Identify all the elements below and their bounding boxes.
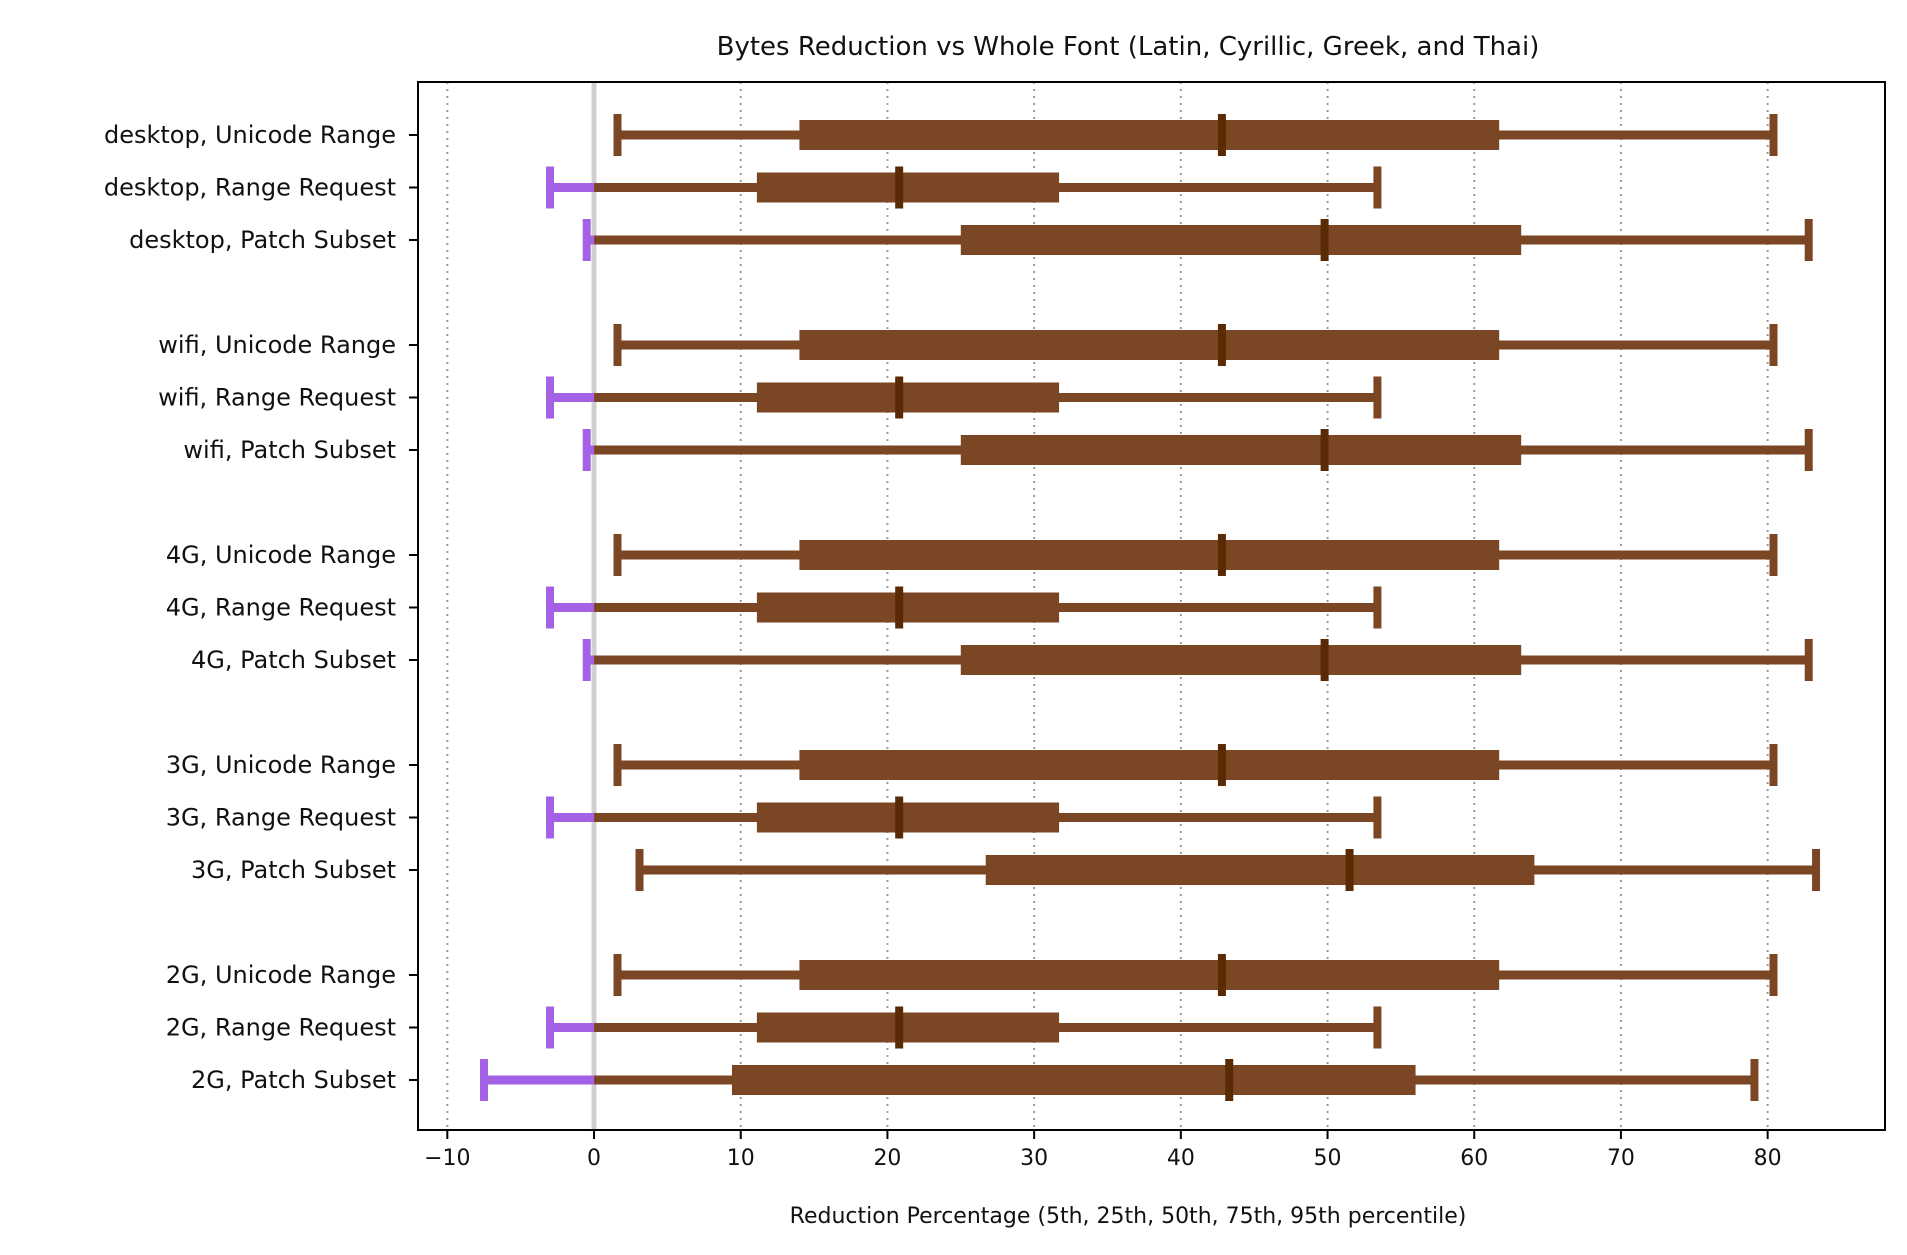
iqr-box [731, 1065, 1416, 1095]
plot-frame [417, 81, 1886, 1131]
y-tick-label: wifi, Range Request [158, 384, 396, 412]
iqr-box [756, 802, 1060, 833]
y-tick-label: desktop, Unicode Range [104, 121, 396, 149]
x-tick-label: 60 [1460, 1146, 1488, 1171]
x-tick-label: 70 [1607, 1146, 1635, 1171]
x-axis-label: Reduction Percentage (5th, 25th, 50th, 7… [790, 1204, 1467, 1229]
y-tick-label: desktop, Range Request [104, 174, 396, 202]
chart-title: Bytes Reduction vs Whole Font (Latin, Cy… [717, 32, 1540, 62]
iqr-box [799, 120, 1500, 150]
iqr-box [799, 540, 1500, 570]
x-tick-label: 20 [873, 1146, 901, 1171]
iqr-box [960, 435, 1522, 465]
y-tick-label: 4G, Patch Subset [191, 646, 396, 674]
y-tick-label: 2G, Range Request [166, 1014, 396, 1042]
iqr-box [756, 1012, 1060, 1043]
y-tick-label: 4G, Unicode Range [166, 541, 396, 569]
iqr-box [799, 330, 1500, 360]
iqr-box [799, 960, 1500, 990]
y-tick-label: wifi, Unicode Range [158, 331, 396, 359]
x-tick-label: 0 [587, 1146, 601, 1171]
x-tick-label: 80 [1754, 1146, 1782, 1171]
x-tick-label: −10 [424, 1146, 470, 1171]
iqr-box [756, 382, 1060, 413]
x-tick-label: 50 [1314, 1146, 1342, 1171]
y-tick-label: 3G, Unicode Range [166, 751, 396, 779]
iqr-box [985, 855, 1535, 885]
x-tick-label: 30 [1020, 1146, 1048, 1171]
y-tick-label: 2G, Unicode Range [166, 961, 396, 989]
iqr-box [756, 172, 1060, 203]
y-tick-label: 3G, Patch Subset [191, 856, 396, 884]
y-tick-label: 4G, Range Request [166, 594, 396, 622]
iqr-box [756, 592, 1060, 623]
y-tick-label: 2G, Patch Subset [191, 1066, 396, 1094]
iqr-box [960, 225, 1522, 255]
y-tick-label: desktop, Patch Subset [129, 226, 396, 254]
data-marks [480, 114, 1821, 1101]
iqr-box [960, 645, 1522, 675]
y-tick-label: wifi, Patch Subset [183, 436, 396, 464]
y-tick-label: 3G, Range Request [166, 804, 396, 832]
iqr-box [799, 750, 1500, 780]
x-tick-label: 10 [727, 1146, 755, 1171]
x-tick-label: 40 [1167, 1146, 1195, 1171]
axes: −10 0 10 20 30 40 50 60 70 80 desktop, Unicode Ran… [104, 121, 1782, 1171]
